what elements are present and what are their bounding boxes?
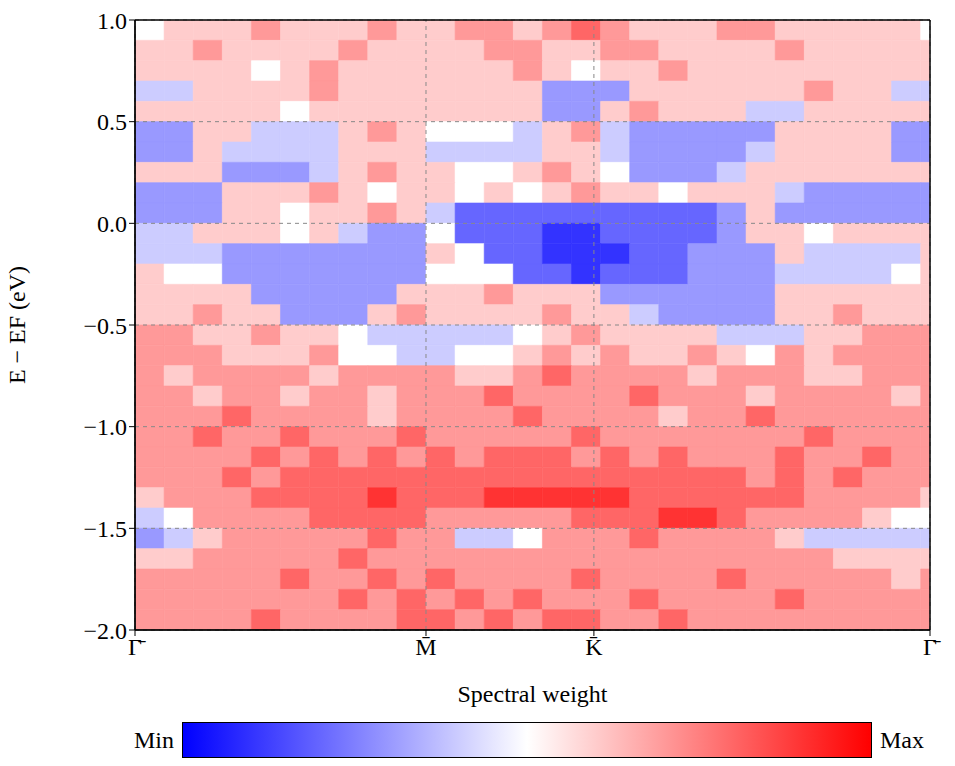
svg-text:−1.0: −1.0: [83, 414, 127, 440]
svg-text:M̄: M̄: [415, 634, 436, 660]
svg-text:0.0: 0.0: [97, 211, 127, 237]
svg-text:0.5: 0.5: [97, 109, 127, 135]
svg-text:−1.5: −1.5: [83, 516, 127, 542]
svg-text:−2.0: −2.0: [83, 618, 127, 644]
html-text:Max: Max: [880, 727, 924, 753]
html-text:Min: Min: [134, 727, 174, 753]
svg-text:K̄: K̄: [585, 634, 603, 660]
svg-text:E − EF (eV): E − EF (eV): [4, 266, 30, 384]
svg-text:Γ̄: Γ̄: [128, 634, 146, 660]
svg-text:Γ̄: Γ̄: [923, 634, 941, 660]
svg-text:−0.5: −0.5: [83, 313, 127, 339]
svg-text:1.0: 1.0: [97, 8, 127, 34]
svg-text:Spectral weight: Spectral weight: [458, 681, 608, 707]
